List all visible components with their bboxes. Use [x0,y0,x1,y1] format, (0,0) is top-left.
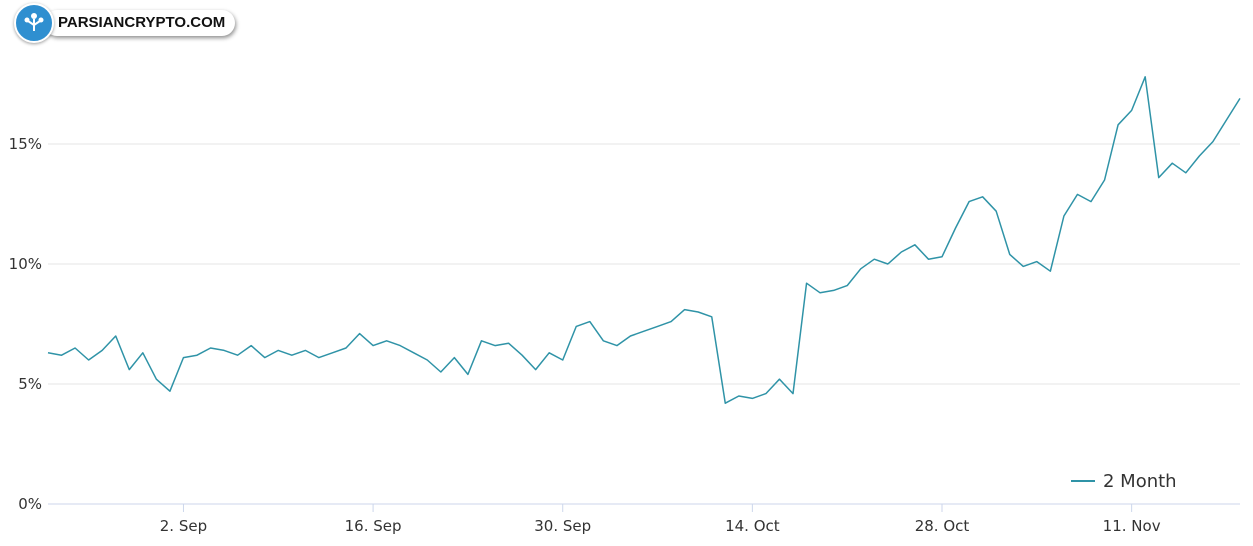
y-tick-label: 5% [18,375,42,393]
site-logo: PARSIANCRYPTO.COM [14,3,236,43]
x-tick-label: 11. Nov [1103,517,1161,535]
legend-label-2-month[interactable]: 2 Month [1103,471,1177,492]
x-tick-label: 16. Sep [345,517,402,535]
logo-text: PARSIANCRYPTO.COM [44,10,236,36]
y-axis-labels: 0% 5% 10% 15% [9,135,42,513]
grid-lines [48,143,1240,385]
y-tick-label: 10% [9,255,42,273]
x-tick-label: 30. Sep [534,517,591,535]
x-tick-label: 14. Oct [725,517,780,535]
y-tick-label: 0% [18,495,42,513]
logo-tree-icon [14,3,54,43]
y-tick-label: 15% [9,135,42,153]
x-tick-label: 2. Sep [160,517,207,535]
legend[interactable]: 2 Month [1071,471,1177,492]
series-layer [47,76,1241,404]
series-line-2-month [47,76,1241,404]
x-axis: 2. Sep 16. Sep 30. Sep 14. Oct 28. Oct 11. No… [48,503,1240,535]
x-tick-label: 28. Oct [915,517,970,535]
